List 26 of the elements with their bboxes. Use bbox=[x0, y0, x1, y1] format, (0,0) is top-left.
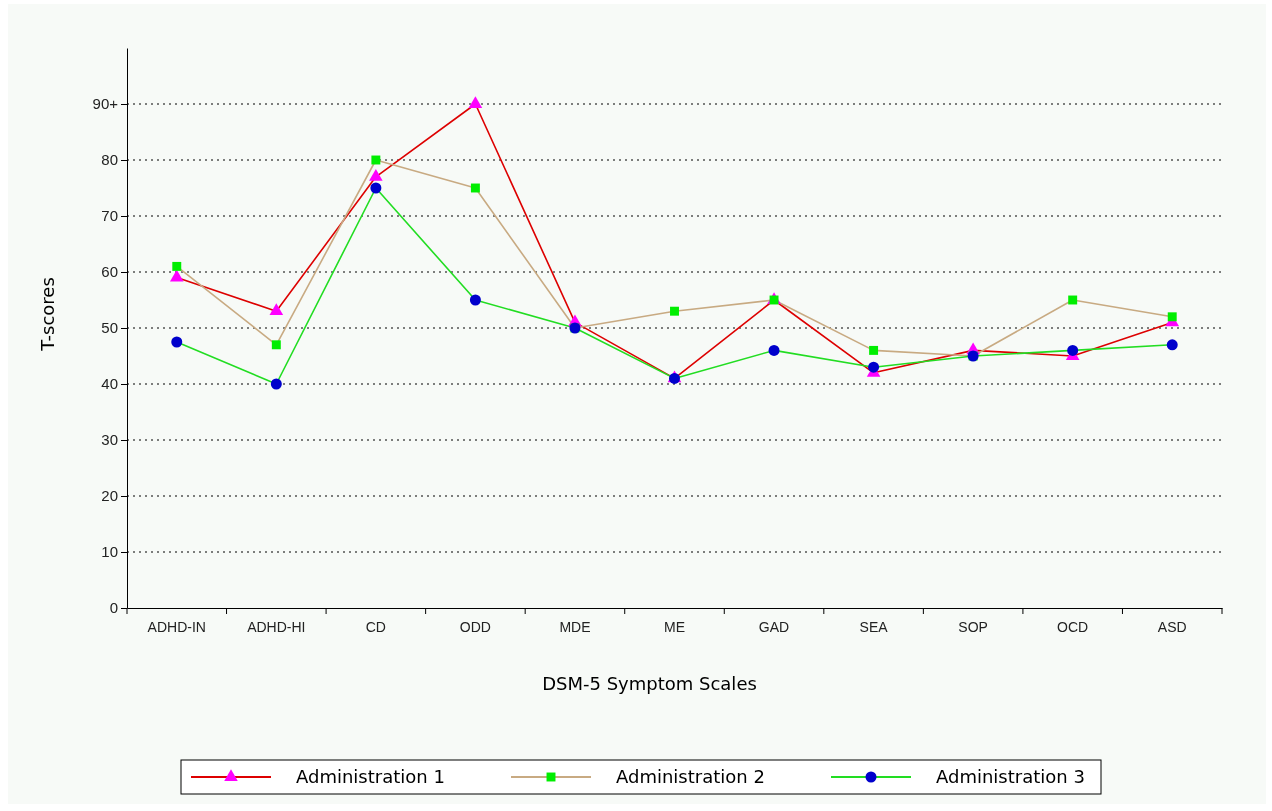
x-tick-label: ASD bbox=[1157, 618, 1187, 635]
y-tick-label: 70 bbox=[101, 207, 118, 225]
legend-label: Administration 1 bbox=[296, 766, 445, 787]
y-tick-label: 20 bbox=[101, 487, 118, 505]
x-tick-label: GAD bbox=[758, 618, 790, 635]
y-tick-label: 10 bbox=[101, 543, 118, 561]
x-tick-label: MDE bbox=[559, 618, 591, 635]
x-tick-label: ADHD-HI bbox=[247, 618, 306, 635]
y-tick-label: 80 bbox=[101, 151, 118, 169]
x-tick-label: ME bbox=[664, 618, 685, 635]
y-tick-label: 0 bbox=[109, 599, 118, 617]
x-tick-label: ODD bbox=[459, 618, 491, 635]
y-tick-label: 90+ bbox=[92, 95, 119, 113]
legend-label: Administration 2 bbox=[616, 766, 765, 787]
y-tick-label: 40 bbox=[101, 375, 118, 393]
x-tick-label: OCD bbox=[1057, 618, 1089, 635]
x-tick-label: CD bbox=[365, 618, 386, 635]
legend-label: Administration 3 bbox=[936, 766, 1085, 787]
x-tick-label: SEA bbox=[859, 618, 889, 635]
x-axis-title: DSM-5 Symptom Scales bbox=[542, 673, 757, 694]
y-axis-title: T-scores bbox=[37, 277, 58, 352]
y-tick-label: 50 bbox=[101, 319, 118, 337]
x-tick-label: ADHD-IN bbox=[147, 618, 206, 635]
x-tick-label: SOP bbox=[958, 618, 988, 635]
y-tick-label: 60 bbox=[101, 263, 118, 281]
y-tick-label: 30 bbox=[101, 431, 118, 449]
